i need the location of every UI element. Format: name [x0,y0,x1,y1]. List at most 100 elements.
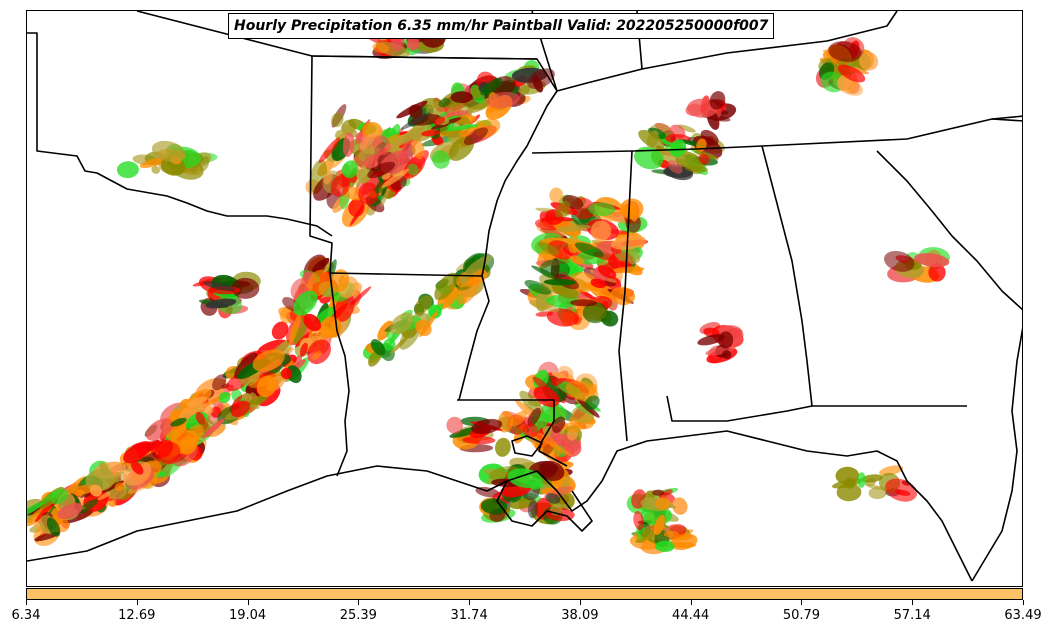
precip-blob [554,216,574,222]
precip-blob [456,278,479,304]
precip-blob [551,416,566,433]
precip-blob [538,241,559,256]
colorbar-tick-label: 31.74 [450,608,488,623]
precip-blob [546,308,579,327]
precip-blob [349,204,365,226]
precip-blob [425,303,445,322]
precip-blob [383,338,396,351]
precip-blob [497,410,514,433]
precip-blob [116,161,139,179]
precip-blob [928,263,946,282]
precip-blob [450,91,473,104]
precip-blob [331,112,344,128]
precip-blob [588,202,616,217]
texas-louisiana-border [336,330,350,477]
florida-panhandle-border [666,395,813,422]
precip-blob [151,140,186,163]
precip-blob [187,424,205,440]
precip-blob [323,171,333,185]
precip-blob [861,474,883,483]
precip-blob [380,184,391,208]
kentucky-border [556,11,898,92]
precip-blob [555,200,571,221]
precip-blob [486,91,520,109]
precip-blob [884,250,915,272]
precip-blob [638,129,665,150]
precip-blob [471,418,503,435]
precip-blob [564,422,581,433]
precip-blob [590,278,607,289]
oklahoma-north-border [27,32,333,237]
colorbar-tick-label: 12.69 [118,608,156,623]
colorbar-tick [912,600,914,605]
precip-blob [170,417,187,427]
precipitation-paintball-layer [27,23,950,555]
precip-blob [286,365,302,384]
precip-blob [652,489,665,496]
precip-blob [597,265,617,279]
precip-blob [447,123,455,130]
colorbar-tick [690,600,692,605]
precip-blob [669,139,687,158]
precip-blob [530,432,561,458]
precip-blob [459,274,485,288]
precip-blob [480,77,503,96]
precip-blob [612,266,645,274]
precip-blob [293,290,318,316]
precip-blob [568,417,586,430]
precip-blob [406,37,420,51]
precip-blob [532,376,549,390]
florida-east-coast [971,327,1022,582]
precip-blob [145,418,173,441]
precip-blob [271,321,289,340]
precip-blob [89,484,102,497]
precip-blob [859,51,879,71]
precip-blob [663,530,680,538]
precip-blob [641,528,655,540]
precip-blob [445,124,479,132]
precip-blob [99,462,110,477]
precip-blob [722,350,732,360]
precip-blob [256,375,277,397]
precip-blob [832,478,863,489]
precip-blob [914,253,950,268]
precip-blob [705,345,736,356]
precip-blob [231,277,260,299]
precip-blob [415,319,432,337]
precip-blob [570,299,598,307]
colorbar-tick-label: 19.04 [228,608,267,623]
colorbar-tick [247,600,249,605]
louisiana-delta [496,480,593,532]
precip-blob [218,391,231,404]
precip-blob [568,235,580,254]
precip-blob [633,510,644,531]
precip-blob [545,493,561,504]
precip-blob [635,538,646,544]
arkansas-west-border [309,55,338,332]
precip-blob [480,498,508,515]
precip-blob [654,540,675,552]
precip-blob [113,471,127,483]
precip-blob [381,168,410,188]
precip-blob [212,374,227,391]
colorbar-tick [136,600,138,605]
colorbar-tick-label: 38.09 [561,608,599,623]
precip-blob [718,331,734,349]
precip-blob [532,75,544,93]
precip-blob [519,85,530,96]
precip-blob [372,42,390,54]
precip-blob [399,322,422,350]
precip-blob [57,502,83,520]
precip-blob [662,489,673,496]
precip-blob [303,313,322,332]
precip-blob [672,497,688,515]
precip-blob [438,98,451,108]
precip-blob [439,110,471,118]
precip-blob [828,41,862,62]
precip-blob [400,112,431,130]
precip-blob [311,351,322,360]
precip-blob [198,156,210,172]
precip-blob [433,116,446,126]
precip-blob [507,468,543,489]
tennessee-border [531,118,1022,154]
